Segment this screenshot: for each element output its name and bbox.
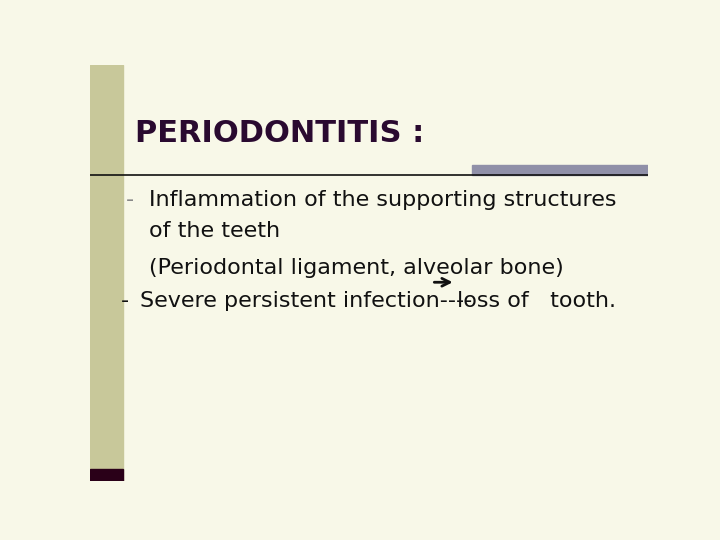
Text: of the teeth: of the teeth xyxy=(148,221,279,241)
Text: (Periodontal ligament, alveolar bone): (Periodontal ligament, alveolar bone) xyxy=(148,258,563,278)
Text: loss of   tooth.: loss of tooth. xyxy=(457,292,616,312)
Text: Inflammation of the supporting structures: Inflammation of the supporting structure… xyxy=(148,190,616,210)
Text: -: - xyxy=(121,292,129,312)
Text: PERIODONTITIS :: PERIODONTITIS : xyxy=(135,119,424,148)
Text: -: - xyxy=(126,190,135,210)
Bar xyxy=(90,65,122,481)
Bar xyxy=(90,469,122,481)
Text: Severe persistent infection----: Severe persistent infection---- xyxy=(140,292,472,312)
Bar xyxy=(472,165,648,175)
